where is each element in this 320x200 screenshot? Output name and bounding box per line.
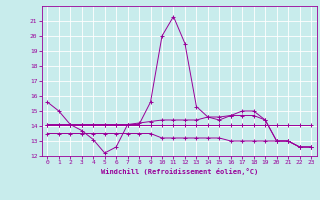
X-axis label: Windchill (Refroidissement éolien,°C): Windchill (Refroidissement éolien,°C) — [100, 168, 258, 175]
